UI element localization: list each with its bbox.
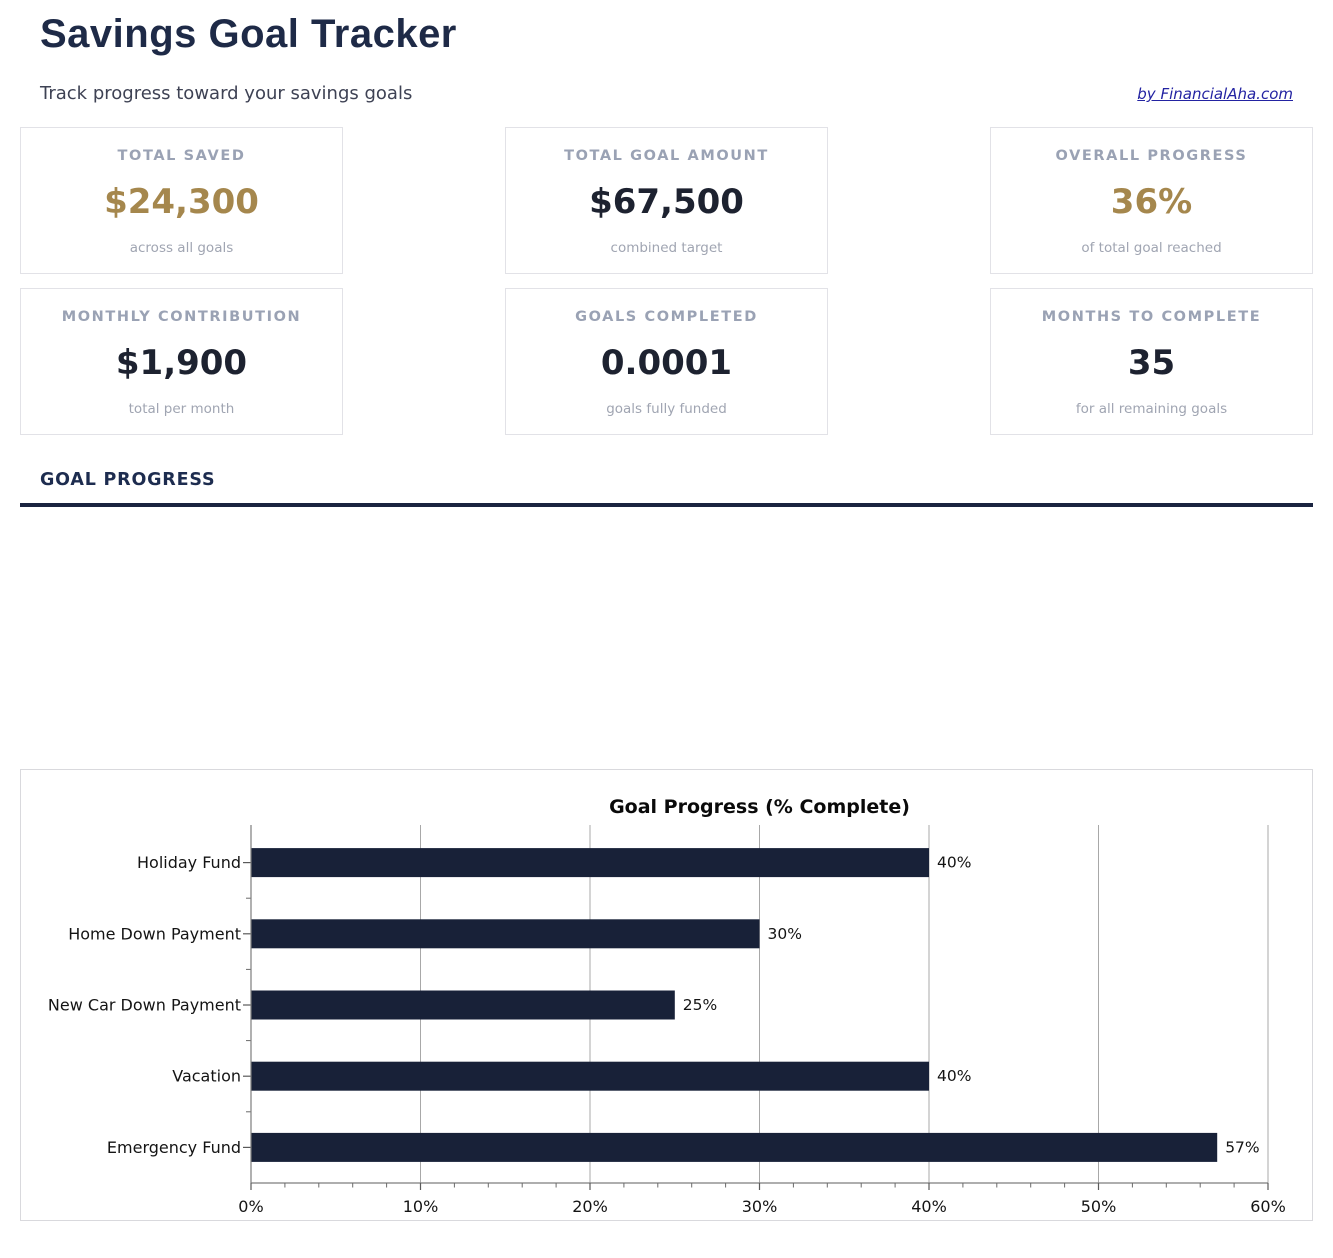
stat-subtext: for all remaining goals [1075,401,1228,417]
empty-region [20,507,1313,769]
stat-label: OVERALL PROGRESS [1055,148,1248,164]
svg-text:40%: 40% [937,1067,971,1085]
stat-label: MONTHLY CONTRIBUTION [61,309,302,325]
stats-grid: TOTAL SAVED $24,300 across all goals TOT… [20,127,1313,435]
stat-label: GOALS COMPLETED [575,309,758,325]
stat-label: MONTHS TO COMPLETE [1041,309,1262,325]
svg-text:40%: 40% [911,1197,947,1216]
svg-text:40%: 40% [937,854,971,872]
svg-text:20%: 20% [572,1197,608,1216]
stat-value: 35 [1127,343,1176,383]
svg-text:Home Down Payment: Home Down Payment [68,924,241,943]
svg-text:50%: 50% [1081,1197,1117,1216]
svg-text:Holiday Fund: Holiday Fund [137,853,241,872]
stat-label: TOTAL GOAL AMOUNT [564,148,769,164]
stat-card-overall-progress: OVERALL PROGRESS 36% of total goal reach… [990,127,1313,274]
svg-text:60%: 60% [1250,1197,1286,1216]
goal-progress-bar-chart: Holiday Fund 40% Home Down Payment 30% New C… [48,796,1286,1216]
stat-value: $67,500 [589,182,744,222]
stat-card-monthly-contribution: MONTHLY CONTRIBUTION $1,900 total per mo… [20,288,343,435]
section-title: GOAL PROGRESS [40,470,216,490]
svg-text:57%: 57% [1225,1138,1259,1156]
stat-value: $1,900 [115,343,248,383]
stat-card-months-to-complete: MONTHS TO COMPLETE 35 for all remaining … [990,288,1313,435]
stat-subtext: combined target [610,240,723,256]
stat-value: $24,300 [104,182,259,222]
page-subtitle: Track progress toward your savings goals [40,83,413,104]
stat-subtext: across all goals [129,240,234,256]
svg-text:30%: 30% [768,925,802,943]
svg-text:10%: 10% [403,1197,439,1216]
svg-text:New Car Down Payment: New Car Down Payment [48,996,241,1015]
stat-value: 36% [1110,182,1193,222]
stat-card-goals-completed: GOALS COMPLETED 0.0001 goals fully funde… [505,288,828,435]
stat-card-total-goal-amount: TOTAL GOAL AMOUNT $67,500 combined targe… [505,127,828,274]
goal-progress-section-header: GOAL PROGRESS [20,470,1313,507]
svg-text:Vacation: Vacation [172,1067,241,1086]
svg-text:25%: 25% [683,996,717,1014]
subtitle-row: Track progress toward your savings goals… [40,83,1293,104]
stat-subtext: goals fully funded [606,401,727,417]
stat-label: TOTAL SAVED [117,148,246,164]
svg-text:Emergency Fund: Emergency Fund [107,1138,241,1157]
svg-text:Goal Progress (% Complete): Goal Progress (% Complete) [609,796,910,818]
stat-subtext: of total goal reached [1081,240,1222,256]
savings-goal-tracker-page: Savings Goal Tracker Track progress towa… [0,12,1333,1221]
svg-text:0%: 0% [238,1197,263,1216]
byline-link[interactable]: by FinancialAha.com [1137,85,1293,103]
stat-card-total-saved: TOTAL SAVED $24,300 across all goals [20,127,343,274]
page-title: Savings Goal Tracker [40,12,457,56]
svg-text:30%: 30% [742,1197,778,1216]
stat-value: 0.0001 [600,343,733,383]
goal-progress-chart-card: Holiday Fund 40% Home Down Payment 30% New C… [20,769,1313,1221]
stat-subtext: total per month [128,401,235,417]
